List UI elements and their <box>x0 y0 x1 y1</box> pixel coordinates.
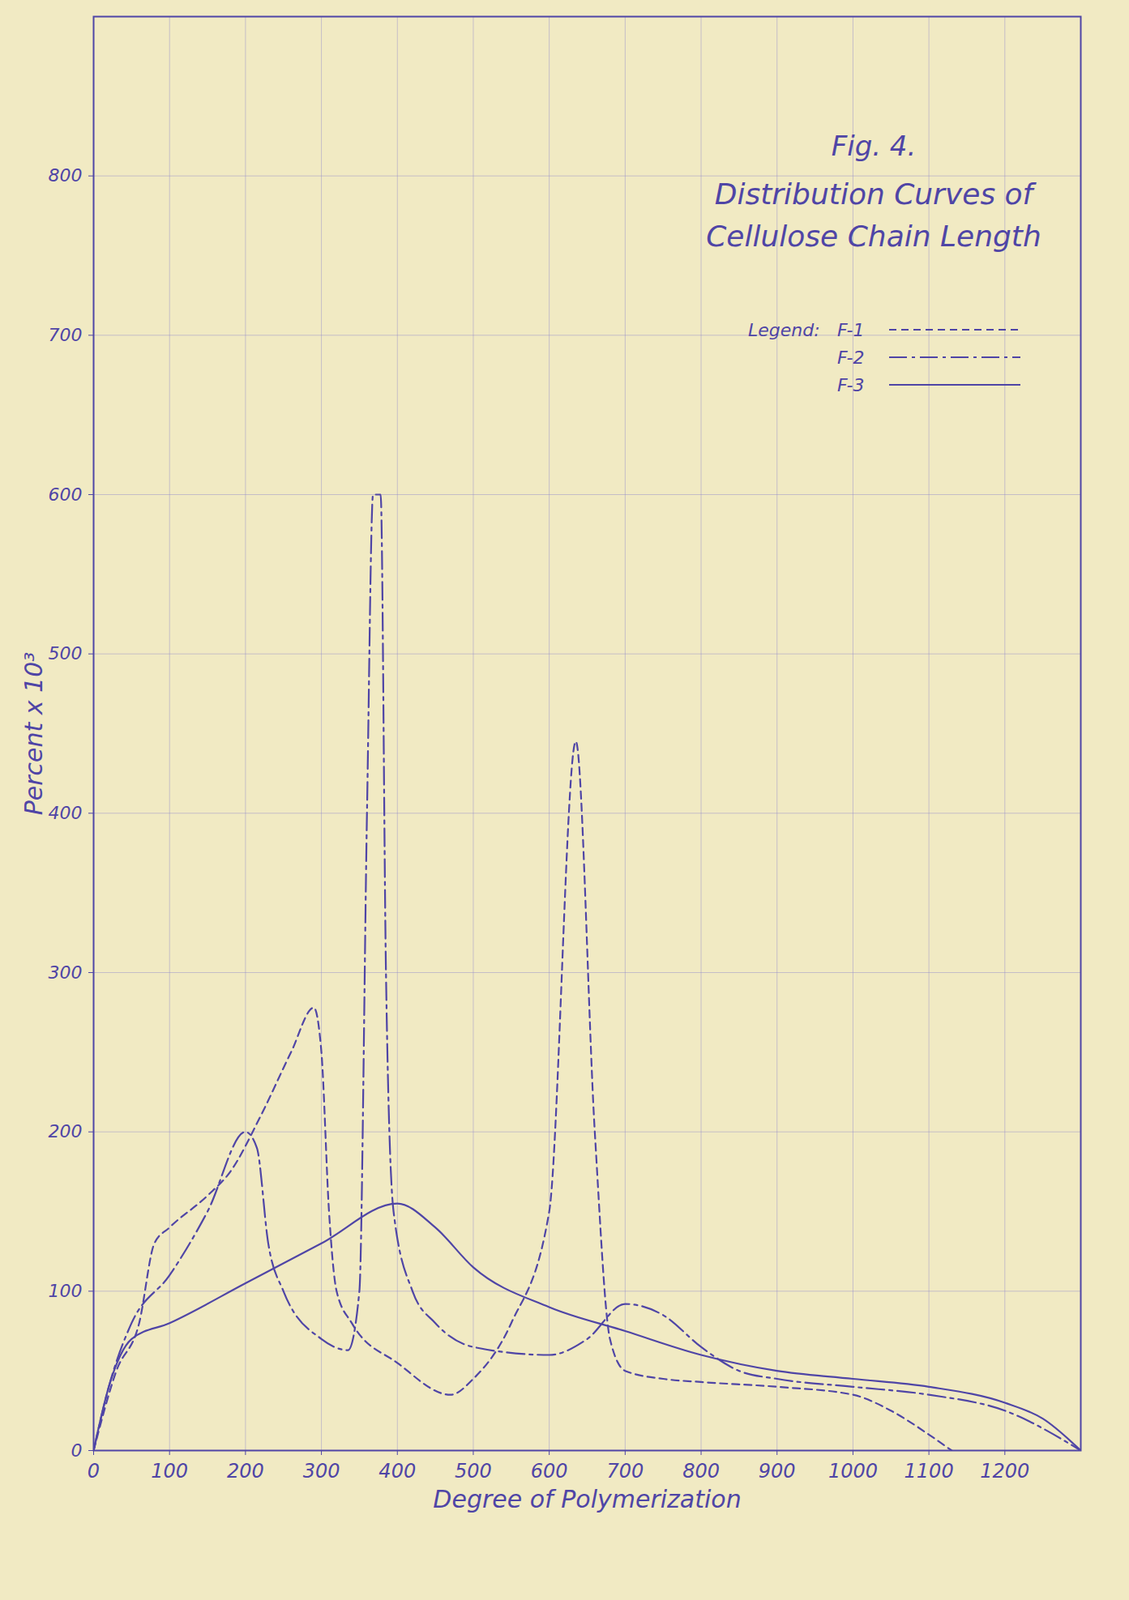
svg-text:0: 0 <box>71 1441 83 1462</box>
svg-text:200: 200 <box>48 1121 83 1142</box>
html-text:Distribution Curves of Cellulo: Distribution Curves of Cellulose Chain L… <box>706 177 1042 254</box>
svg-text:400: 400 <box>48 803 83 824</box>
svg-text:Degree of Polymerization: Degree of Polymerization <box>432 1485 741 1514</box>
html-text:F-2: F-2 <box>837 347 865 368</box>
svg-text:600: 600 <box>48 484 83 505</box>
svg-text:500: 500 <box>454 1460 492 1484</box>
svg-text:300: 300 <box>48 962 83 984</box>
svg-text:700: 700 <box>606 1460 644 1484</box>
svg-text:100: 100 <box>48 1281 83 1302</box>
html-text:Fig. 4.: Fig. 4. <box>831 129 917 163</box>
svg-text:700: 700 <box>48 325 83 346</box>
svg-text:200: 200 <box>226 1460 265 1484</box>
svg-text:1000: 1000 <box>828 1460 878 1484</box>
svg-text:800: 800 <box>682 1460 720 1484</box>
svg-text:100: 100 <box>150 1460 189 1484</box>
svg-text:600: 600 <box>530 1460 569 1484</box>
svg-text:1200: 1200 <box>979 1460 1030 1484</box>
svg-text:1100: 1100 <box>904 1460 954 1484</box>
svg-text:900: 900 <box>758 1460 796 1484</box>
svg-text:400: 400 <box>378 1460 416 1484</box>
svg-text:300: 300 <box>303 1460 341 1484</box>
svg-text:0: 0 <box>87 1460 100 1484</box>
svg-text:500: 500 <box>48 643 83 664</box>
html-text:F-1: F-1 <box>837 319 865 340</box>
html-text:F-3: F-3 <box>837 374 865 396</box>
svg-text:800: 800 <box>48 165 83 186</box>
svg-text:Percent x 10³: Percent x 10³ <box>19 652 48 817</box>
html-text:Legend:: Legend: <box>748 319 820 340</box>
